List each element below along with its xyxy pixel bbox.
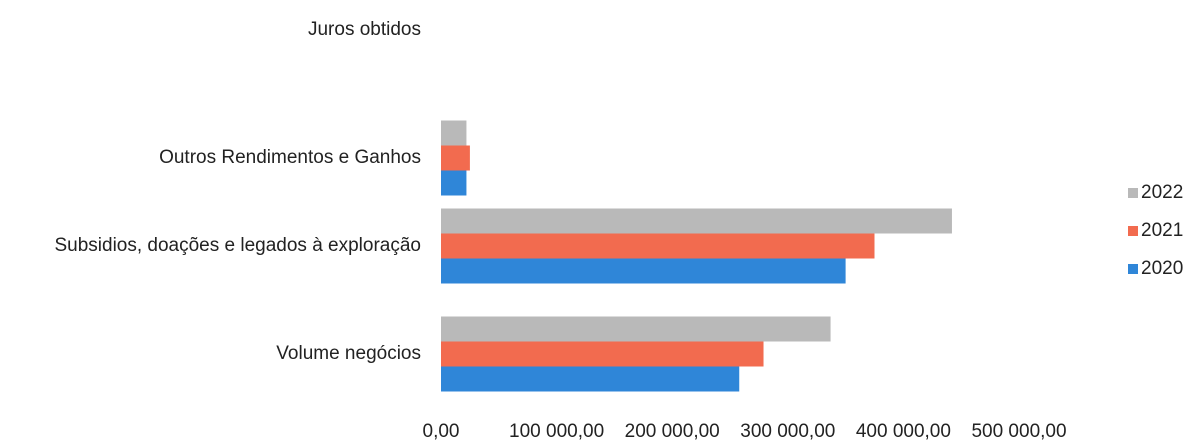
x-tick-label: 500 000,00 — [971, 421, 1066, 442]
bar-outros-rendimentos-e-ganhos-2022 — [441, 120, 467, 146]
legend-swatch-2022 — [1128, 188, 1138, 198]
x-tick-label: 300 000,00 — [740, 421, 835, 442]
x-tick-label: 100 000,00 — [509, 421, 604, 442]
category-label-volume-negocios: Volume negócios — [276, 343, 421, 364]
bar-outros-rendimentos-e-ganhos-2020 — [441, 170, 467, 196]
bar-volume-negocios-2020 — [441, 366, 740, 392]
legend-label-2021: 2021 — [1141, 220, 1183, 241]
bar-subsidios-doacoes-e-legados-a-exploracao-2021 — [441, 233, 875, 259]
legend-swatch-2021 — [1128, 226, 1138, 236]
bar-outros-rendimentos-e-ganhos-2021 — [441, 145, 470, 171]
x-tick-label: 400 000,00 — [856, 421, 951, 442]
legend-label-2022: 2022 — [1141, 182, 1183, 203]
x-axis-tick-labels: 0,00 100 000,00 200 000,00 300 000,00 400 00… — [423, 421, 1067, 442]
bar-volume-negocios-2022 — [441, 316, 831, 342]
category-labels: Juros obtidos Outros Rendimentos e Ganhos… — [54, 19, 421, 364]
bars — [441, 120, 952, 392]
legend-label-2020: 2020 — [1141, 258, 1183, 279]
legend-swatch-2020 — [1128, 264, 1138, 274]
category-label-subsidios-doacoes-e-legados-a-exploracao: Subsidios, doações e legados à exploraçã… — [54, 235, 421, 256]
category-label-juros-obtidos: Juros obtidos — [308, 19, 421, 40]
legend: 2022 2021 2020 — [1128, 182, 1183, 279]
bar-volume-negocios-2021 — [441, 341, 764, 367]
category-label-outros-rendimentos-e-ganhos: Outros Rendimentos e Ganhos — [159, 147, 421, 168]
x-tick-label: 200 000,00 — [625, 421, 720, 442]
bar-subsidios-doacoes-e-legados-a-exploracao-2020 — [441, 258, 846, 284]
x-tick-label: 0,00 — [423, 421, 460, 442]
bar-subsidios-doacoes-e-legados-a-exploracao-2022 — [441, 208, 952, 234]
